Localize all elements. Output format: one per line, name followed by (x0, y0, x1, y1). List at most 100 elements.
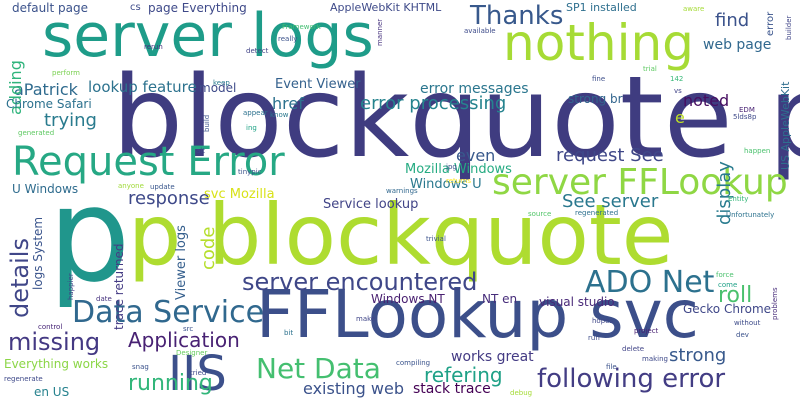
word: keep (213, 79, 230, 87)
word: response (128, 188, 210, 209)
word: alt (196, 147, 205, 155)
word: Framework (282, 23, 321, 31)
word: cs (130, 2, 141, 13)
word: Event Viewer (275, 77, 361, 92)
word: hopes (592, 317, 614, 325)
word: regenerated (575, 209, 619, 217)
word: logs System (31, 216, 45, 290)
word: Designer (176, 349, 208, 357)
word: p (48, 159, 131, 311)
word: src (183, 325, 194, 333)
word: works great (451, 349, 534, 365)
word: Mozilla Windows (405, 162, 512, 177)
word: lookup feature (88, 78, 197, 96)
word: dev (736, 331, 749, 339)
word: bit (284, 329, 294, 337)
word: Everything works (4, 357, 109, 371)
word: p blockquote (128, 186, 674, 284)
word: come (718, 281, 738, 289)
word: details (6, 238, 34, 318)
word: project (634, 327, 659, 335)
word: missing (8, 328, 101, 356)
word: even (456, 146, 496, 165)
word: compiling (396, 359, 431, 367)
word: trace returned (112, 243, 126, 330)
word: following error (537, 364, 726, 394)
word: find (715, 10, 750, 31)
word: strong (669, 345, 727, 366)
word: visual studio (539, 295, 615, 309)
word: build (203, 114, 211, 132)
word: NT en (482, 292, 518, 306)
word: tried (190, 369, 207, 377)
word: Chrome Safari (6, 97, 92, 111)
word: server encountered (242, 268, 478, 296)
word: know (270, 111, 289, 119)
word: web page (703, 37, 772, 53)
word: happier (67, 273, 75, 300)
word: warnings (386, 187, 418, 195)
word: run (588, 334, 600, 342)
word: trivial (426, 235, 446, 243)
word: regenerate (4, 375, 43, 383)
word: ing (246, 124, 257, 132)
word: trying (44, 110, 97, 131)
word: Unfortunately (726, 211, 775, 219)
word: file (606, 363, 617, 371)
word: force (716, 271, 734, 279)
word: stack trace (413, 381, 491, 397)
word: generated (18, 129, 55, 137)
word: strong br (568, 92, 623, 106)
word: default page (12, 1, 89, 15)
word: blockquote p (112, 53, 800, 183)
word: Thanks (470, 1, 564, 31)
word: IIS (168, 346, 227, 400)
word: Gecko Chrome (683, 302, 772, 316)
word: aware (683, 5, 705, 13)
word: e (675, 108, 685, 127)
word: update (150, 183, 175, 191)
word: Service lookup (323, 197, 419, 212)
word: FFLookup svc (256, 276, 699, 353)
word: vs (674, 87, 682, 95)
word: existing web (303, 379, 404, 398)
word: server logs (42, 1, 374, 71)
word: 142 (670, 75, 684, 83)
word: model (199, 81, 237, 95)
word: perform (52, 69, 80, 77)
word: making (642, 355, 668, 363)
word: ADO Net (585, 265, 715, 300)
word: error messages (420, 81, 529, 97)
word: available (464, 27, 496, 35)
word: Windows U (410, 177, 482, 192)
word: really (278, 35, 298, 43)
word: control (38, 323, 63, 331)
word: refering (424, 363, 503, 387)
word: en US (34, 385, 70, 399)
word: EDM (739, 106, 755, 114)
word: anyone (118, 182, 144, 190)
word: builder (785, 15, 793, 40)
word: fine (592, 75, 606, 83)
word: Request Error (12, 139, 285, 185)
word: nothing (503, 14, 694, 72)
word: detect (246, 47, 269, 55)
word: US AppleWebKit (779, 81, 792, 170)
word: See server (562, 191, 659, 212)
word: code (198, 226, 219, 270)
word: href (272, 94, 304, 113)
word: returns (446, 177, 472, 185)
word: error processing (360, 93, 507, 114)
word: Entity (728, 195, 749, 203)
word: jpg (446, 163, 457, 171)
word: rerun (144, 43, 163, 51)
word: running (128, 371, 213, 396)
word: noted (683, 91, 730, 110)
word: U Windows (12, 182, 79, 196)
word: delete (622, 345, 645, 353)
word: debug (510, 389, 533, 397)
word: error (765, 11, 776, 36)
word: SP1 installed (566, 1, 637, 14)
word: Data Service (72, 295, 265, 330)
